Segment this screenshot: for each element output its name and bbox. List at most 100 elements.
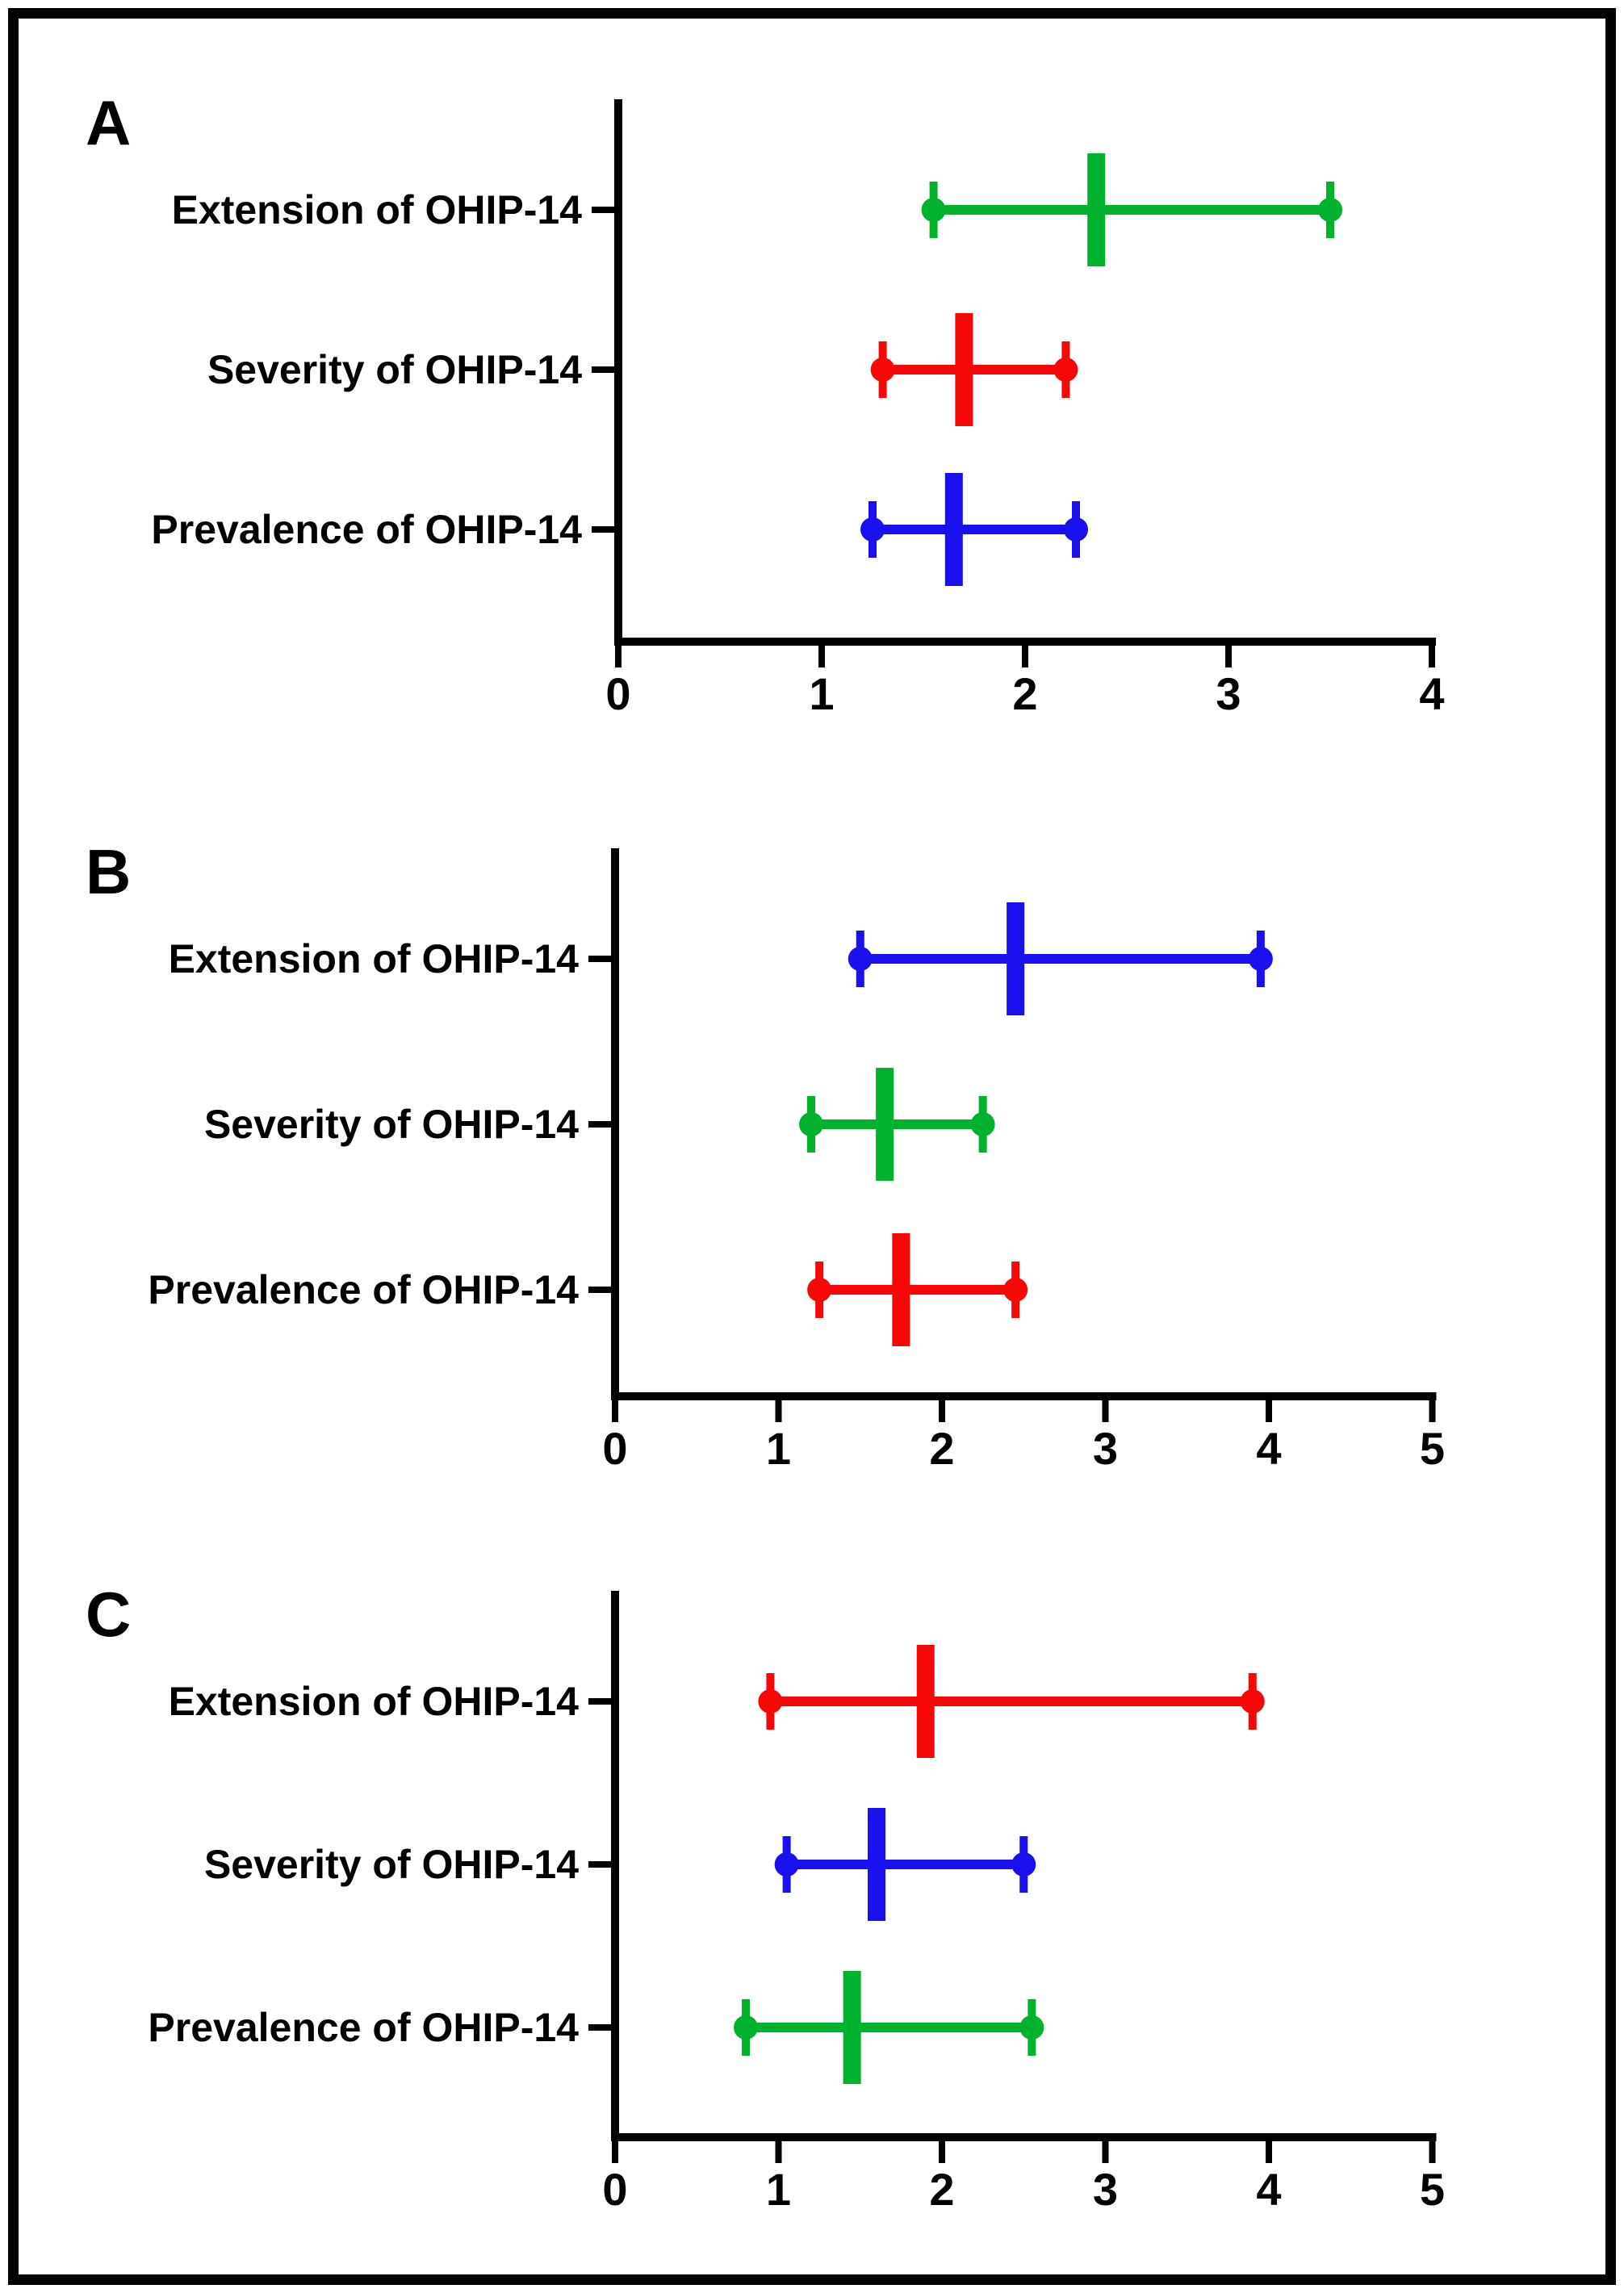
panel-c-plot: 0 1 2 3 4 5 Extension of OHIP-14 Severity of OH…	[148, 1591, 1445, 2215]
errorbar-a-row1	[921, 153, 1342, 266]
x-axis-tick-label: 4	[1419, 668, 1444, 719]
x-axis-tick	[1266, 2140, 1272, 2163]
x-axis-tick-label: 0	[605, 668, 630, 719]
errorbar-median-bar	[868, 1808, 885, 1921]
x-axis-tick-label: 0	[602, 2164, 627, 2215]
errorbar-median-bar	[955, 313, 973, 426]
errorbar-dot-low	[734, 2015, 758, 2040]
y-axis-category-tick	[592, 366, 614, 373]
errorbar-dot-low	[870, 358, 895, 382]
x-axis-tick-label: 2	[1012, 668, 1037, 719]
y-axis-category-tick	[592, 207, 614, 213]
y-axis-category-tick	[588, 956, 611, 962]
y-axis-category-tick	[588, 1698, 611, 1705]
errorbar-dot-low	[848, 947, 873, 971]
x-axis-tick-label: 5	[1420, 2164, 1445, 2215]
x-axis-tick	[1022, 645, 1028, 667]
errorbar-c-row1	[758, 1645, 1265, 1758]
errorbar-dot-low	[758, 1689, 783, 1713]
errorbar-dot-high	[970, 1112, 995, 1136]
x-axis-tick	[1429, 2140, 1436, 2163]
x-axis-tick-label: 1	[766, 1423, 791, 1474]
errorbar-median-bar	[1007, 902, 1025, 1015]
category-label: Severity of OHIP-14	[204, 1102, 579, 1147]
errorbar-dot-low	[921, 198, 946, 222]
y-axis-category-tick	[588, 2024, 611, 2031]
x-axis-tick	[939, 2140, 945, 2163]
panel-a-letter: A	[86, 87, 132, 158]
x-axis-tick-label: 2	[929, 2164, 954, 2215]
x-axis-tick-label: 2	[929, 1423, 954, 1474]
errorbar-c-row3	[734, 1971, 1044, 2084]
x-axis-tick-label: 3	[1093, 1423, 1118, 1474]
x-axis-tick	[612, 1400, 618, 1422]
category-label: Severity of OHIP-14	[204, 1842, 579, 1887]
panel-b-letter: B	[86, 836, 132, 907]
x-axis-tick	[1429, 645, 1435, 667]
y-axis-category-tick	[592, 526, 614, 533]
x-axis-tick	[1266, 1400, 1272, 1422]
x-axis-tick-label: 4	[1256, 1423, 1281, 1474]
category-label: Extension of OHIP-14	[169, 1679, 580, 1724]
x-axis-tick-label: 1	[766, 2164, 791, 2215]
x-axis-line	[614, 638, 1436, 646]
errorbar-dot-high	[1019, 2015, 1044, 2040]
errorbar-dot-low	[799, 1112, 823, 1136]
x-axis-tick	[612, 2140, 618, 2163]
panel-b-plot: 0 1 2 3 4 5 Extension of OHIP-14 Severity of OH…	[148, 848, 1445, 1474]
x-axis-line	[611, 1392, 1437, 1400]
category-label: Prevalence of OHIP-14	[148, 2005, 579, 2050]
errorbar-whisker	[770, 1697, 1253, 1706]
category-label: Prevalence of OHIP-14	[151, 507, 582, 552]
errorbar-a-row3	[860, 473, 1088, 586]
errorbar-whisker	[811, 1119, 983, 1129]
x-axis-tick-label: 5	[1420, 1423, 1445, 1474]
errorbar-median-bar	[876, 1068, 894, 1181]
errorbar-median-bar	[843, 1971, 861, 2084]
errorbar-dot-high	[1248, 947, 1273, 971]
x-axis-tick	[775, 1400, 782, 1422]
errorbar-median-bar	[944, 473, 963, 586]
x-axis-tick-label: 4	[1256, 2164, 1281, 2215]
errorbar-dot-high	[1053, 358, 1078, 382]
x-axis-tick-label: 0	[602, 1423, 627, 1474]
y-axis-category-tick	[588, 1861, 611, 1868]
panel-c-letter: C	[86, 1579, 132, 1650]
errorbar-whisker	[819, 1285, 1016, 1295]
panel-a-plot: 0 1 2 3 4 Extension of OHIP-14 Severity of OHI…	[151, 99, 1445, 719]
errorbar-median-bar	[892, 1233, 910, 1346]
errorbar-b-row3	[807, 1233, 1028, 1346]
errorbar-whisker	[786, 1860, 1024, 1869]
y-axis-line	[611, 848, 619, 1396]
errorbar-a-row2	[870, 313, 1078, 426]
category-label: Extension of OHIP-14	[172, 187, 583, 232]
x-axis-tick-label: 1	[809, 668, 834, 719]
errorbar-median-bar	[1087, 153, 1106, 266]
errorbar-whisker	[860, 954, 1261, 964]
category-label: Severity of OHIP-14	[207, 347, 582, 392]
x-axis-tick	[818, 645, 825, 667]
errorbar-b-row1	[848, 902, 1273, 1015]
y-axis-category-tick	[588, 1121, 611, 1128]
errorbar-dot-low	[860, 517, 885, 542]
errorbar-dot-high	[1003, 1278, 1028, 1302]
y-axis-category-tick	[588, 1287, 611, 1293]
errorbar-whisker	[882, 365, 1066, 374]
y-axis-line	[614, 99, 622, 642]
errorbar-dot-high	[1240, 1689, 1265, 1713]
x-axis-tick-label: 3	[1216, 668, 1241, 719]
errorbar-median-bar	[916, 1645, 935, 1758]
y-axis-line	[611, 1591, 619, 2137]
errorbar-dot-high	[1064, 517, 1088, 542]
x-axis-tick	[775, 2140, 782, 2163]
errorbar-whisker	[746, 2023, 1032, 2032]
errorbar-dot-low	[807, 1278, 832, 1302]
x-axis-tick	[1429, 1400, 1436, 1422]
x-axis-tick	[1102, 2140, 1109, 2163]
category-label: Extension of OHIP-14	[169, 936, 580, 981]
x-axis-tick	[1225, 645, 1232, 667]
category-label: Prevalence of OHIP-14	[148, 1267, 579, 1312]
errorbar-dot-low	[774, 1852, 799, 1877]
